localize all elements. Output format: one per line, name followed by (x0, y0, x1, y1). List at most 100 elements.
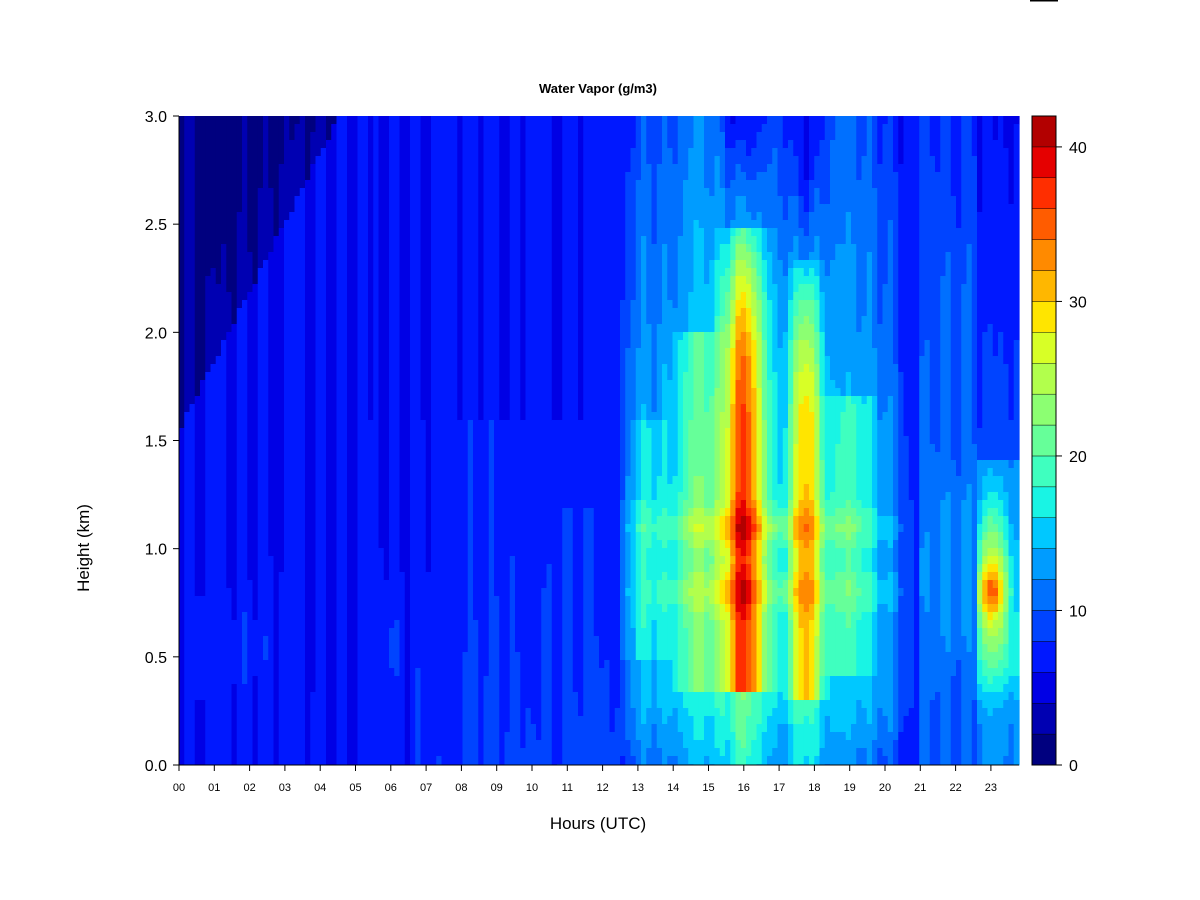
heatmap-cell (746, 332, 752, 357)
heatmap-cell (693, 116, 700, 221)
heatmap-cell (877, 116, 884, 165)
colorbar-swatch (1031, 548, 1057, 580)
heatmap-cell (683, 748, 689, 766)
heatmap-cell (866, 396, 873, 509)
heatmap-cell (788, 724, 794, 766)
heatmap-cell (809, 516, 815, 541)
heatmap-cell (740, 748, 747, 766)
x-tick-label: 05 (349, 782, 361, 794)
colorbar-swatch (1031, 455, 1057, 488)
heatmap-cell (231, 620, 238, 685)
y-axis-label: Height (km) (74, 504, 93, 592)
heatmap-cell (992, 116, 999, 141)
heatmap-cell (966, 652, 973, 766)
heatmap-cell (987, 548, 994, 557)
heatmap-cell (945, 116, 952, 253)
heatmap-cell (740, 292, 747, 309)
heatmap-cell (221, 340, 227, 766)
heatmap-cell (735, 300, 742, 317)
heatmap-cell (667, 660, 674, 717)
heatmap-cell (861, 676, 868, 709)
x-tick-label: 02 (243, 782, 255, 794)
heatmap-cell (641, 236, 647, 405)
heatmap-cell (824, 716, 831, 765)
heatmap-cell (851, 508, 857, 525)
heatmap-cell (987, 580, 994, 597)
heatmap-cell (803, 300, 810, 317)
heatmap-cell (1008, 596, 1015, 677)
heatmap-cell (772, 116, 779, 149)
heatmap-cell (651, 116, 658, 245)
heatmap-cell (630, 148, 637, 301)
heatmap-cell (683, 580, 689, 605)
heatmap-cell (688, 572, 695, 589)
heatmap-cell (268, 556, 275, 766)
heatmap-cell (887, 396, 894, 517)
heatmap-cell (751, 268, 758, 293)
heatmap-cell (714, 540, 721, 581)
heatmap-cell (798, 604, 805, 629)
heatmap-cell (1008, 524, 1015, 557)
heatmap-cell (751, 148, 758, 181)
heatmap-cell (236, 116, 243, 213)
heatmap-cell (824, 516, 831, 541)
heatmap-cell (226, 588, 233, 766)
heatmap-cell (803, 524, 810, 533)
heatmap-cell (672, 308, 679, 333)
heatmap-cell (824, 676, 831, 701)
colorbar-swatch (1031, 486, 1057, 518)
heatmap-cell (662, 508, 668, 549)
heatmap-cell (845, 500, 852, 517)
heatmap-cell (252, 116, 259, 285)
heatmap-cell (1003, 700, 1010, 757)
heatmap-cell (982, 564, 989, 573)
heatmap-cell (630, 708, 637, 757)
heatmap-cell (998, 500, 1004, 517)
heatmap-cell (793, 196, 800, 237)
heatmap-cell (651, 244, 658, 413)
heatmap-cell (725, 348, 731, 429)
heatmap-cell (320, 116, 327, 149)
heatmap-cell (394, 676, 401, 766)
heatmap-cell (756, 132, 763, 173)
heatmap-cell (688, 548, 695, 573)
heatmap-cell (746, 508, 752, 517)
heatmap-cell (247, 292, 254, 581)
heatmap-cell (735, 316, 742, 341)
heatmap-cell (798, 324, 805, 341)
heatmap-cell (735, 276, 742, 301)
heatmap-cell (179, 116, 185, 429)
heatmap-cell (819, 204, 826, 261)
heatmap-cell (714, 332, 721, 389)
heatmap-cell (982, 540, 989, 557)
heatmap-cell (761, 292, 768, 341)
heatmap-cell (824, 540, 831, 581)
heatmap-cell (740, 140, 747, 173)
heatmap-cell (719, 620, 726, 693)
heatmap-cell (809, 284, 815, 301)
heatmap-cell (772, 532, 779, 541)
heatmap-cell (725, 428, 731, 509)
heatmap-cell (730, 324, 737, 349)
heatmap-cell (845, 580, 852, 597)
heatmap-cell (735, 692, 742, 741)
heatmap-cell (709, 556, 716, 565)
heatmap-cell (200, 596, 206, 701)
heatmap-cell (882, 516, 889, 541)
heatmap-cell (352, 116, 359, 766)
heatmap-cell (982, 692, 989, 709)
heatmap-cell (557, 116, 563, 421)
heatmap-cell (992, 620, 999, 637)
heatmap-cell (866, 548, 873, 573)
heatmap-cell (499, 420, 506, 766)
heatmap-cell (845, 540, 852, 581)
heatmap-cell (809, 700, 815, 725)
heatmap-cell (730, 620, 737, 693)
heatmap-cell (761, 516, 768, 541)
heatmap-cell (814, 188, 821, 237)
x-tick-label: 18 (808, 782, 820, 794)
heatmap-cell (646, 660, 653, 709)
heatmap-cell (268, 188, 275, 253)
heatmap-cell (793, 540, 800, 549)
heatmap-cell (782, 580, 789, 605)
